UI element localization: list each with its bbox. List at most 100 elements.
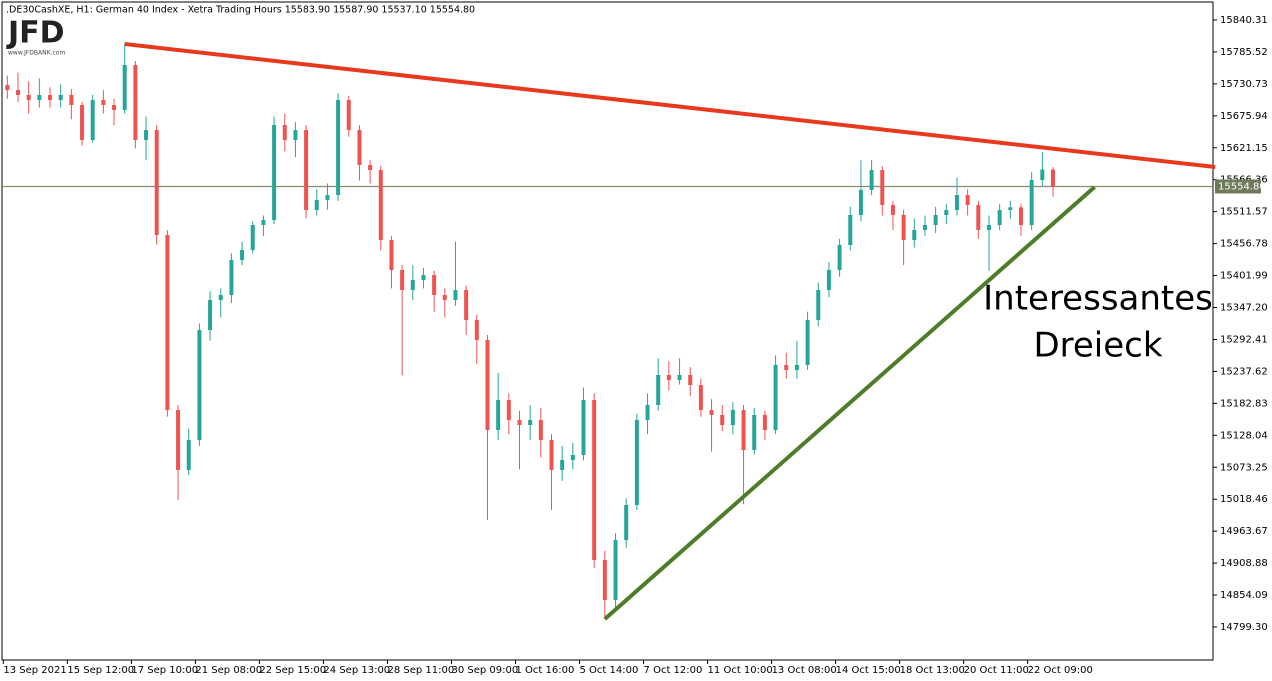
x-tick-label: 28 Sep 11:00	[387, 665, 454, 676]
candle-body	[133, 65, 138, 140]
candle-body	[1029, 180, 1034, 226]
y-tick-label: 14963.67	[1220, 526, 1268, 537]
candle-body	[517, 420, 522, 426]
plot-frame	[1, 1, 1214, 661]
candle-body	[208, 300, 213, 331]
candle-body	[954, 194, 959, 211]
candle-body	[90, 100, 95, 140]
candle-body	[890, 205, 895, 215]
candle-body	[581, 400, 586, 455]
candle-body	[1050, 169, 1055, 187]
candle-body	[165, 234, 170, 411]
candle-body	[1040, 169, 1045, 180]
candle-body	[496, 400, 501, 431]
candle-body	[197, 330, 202, 440]
candle-body	[698, 385, 703, 411]
candle-body	[848, 214, 853, 246]
candle-body	[709, 410, 714, 415]
candle-body	[1018, 207, 1023, 226]
candle-body	[186, 440, 191, 471]
candle-body	[784, 365, 789, 371]
y-tick-label: 14908.88	[1220, 558, 1268, 569]
candle-body	[538, 420, 543, 440]
y-tick-label: 14799.30	[1220, 622, 1268, 633]
candle-body	[101, 100, 106, 106]
logo-text: JFD	[6, 16, 65, 51]
candle-body	[528, 420, 533, 426]
candle-body	[421, 274, 426, 280]
candle-body	[389, 240, 394, 271]
candle-body	[122, 65, 127, 111]
candle-body	[752, 414, 757, 451]
candle-body	[336, 100, 341, 195]
x-tick-label: 17 Sep 10:00	[131, 665, 198, 676]
candle-body	[378, 170, 383, 240]
candle-body	[922, 225, 927, 231]
y-tick-label: 15292.41	[1220, 334, 1268, 345]
candle-body	[592, 400, 597, 560]
candle-body	[933, 214, 938, 226]
candle-body	[730, 410, 735, 426]
candle-body	[474, 320, 479, 340]
candle-body	[944, 210, 949, 215]
candle-body	[368, 165, 373, 171]
candle-body	[656, 374, 661, 406]
candle-body	[688, 374, 693, 386]
candle-body	[880, 170, 885, 206]
candle-body	[282, 125, 287, 140]
y-tick-label: 15128.04	[1220, 430, 1268, 441]
candle-body	[314, 200, 319, 211]
candle-body	[677, 374, 682, 380]
candle-body	[240, 250, 245, 260]
y-tick-label: 15621.15	[1220, 143, 1268, 154]
candle-body	[400, 270, 405, 291]
candle-body	[794, 365, 799, 371]
x-tick-label: 14 Oct 15:00	[836, 665, 901, 676]
y-tick-label: 15237.62	[1220, 366, 1268, 377]
logo-url: www.JFDBANK.com	[8, 50, 65, 57]
y-tick-label: 15511.57	[1220, 207, 1268, 218]
candle-body	[261, 220, 266, 226]
x-tick-label: 11 Oct 10:00	[708, 665, 773, 676]
candle-body	[549, 440, 554, 471]
y-tick-label: 15730.73	[1220, 79, 1268, 90]
x-tick-label: 13 Sep 2021	[3, 665, 66, 676]
y-tick-label: 15840.31	[1220, 15, 1268, 26]
candle-body	[762, 414, 767, 431]
candle-body	[218, 294, 223, 300]
candle-body	[826, 270, 831, 291]
candle-body	[410, 280, 415, 291]
y-tick-label: 14854.09	[1220, 590, 1268, 601]
candle-body	[325, 194, 330, 200]
candle-body	[602, 560, 607, 600]
candle-body	[666, 374, 671, 380]
candle-body	[720, 414, 725, 426]
candle-body	[912, 230, 917, 240]
candle-body	[229, 260, 234, 295]
candle-body	[837, 245, 842, 271]
candle-body	[613, 540, 618, 600]
y-tick-label: 15675.94	[1220, 111, 1268, 122]
y-tick-label: 15073.25	[1220, 462, 1268, 473]
candle-body	[16, 90, 21, 95]
annotation: Interessantes	[983, 279, 1213, 319]
x-tick-label: 5 Oct 14:00	[580, 665, 639, 676]
candle-body	[48, 94, 53, 100]
candle-body	[154, 130, 159, 235]
x-tick-label: 22 Oct 09:00	[1028, 665, 1093, 676]
candle-body	[976, 205, 981, 231]
x-tick-label: 1 Oct 16:00	[515, 665, 574, 676]
x-tick-label: 30 Sep 09:00	[451, 665, 518, 676]
candle-body	[144, 130, 149, 140]
candle-body	[997, 210, 1002, 226]
x-tick-label: 18 Oct 13:00	[900, 665, 965, 676]
candle-body	[293, 130, 298, 140]
candle-body	[5, 85, 10, 91]
x-tick-label: 15 Sep 12:00	[67, 665, 134, 676]
candle-body	[986, 225, 991, 231]
candle-body	[570, 454, 575, 460]
y-tick-label: 15401.99	[1220, 271, 1268, 282]
candle-body	[69, 94, 74, 106]
candle-body	[805, 320, 810, 366]
candle-body	[304, 130, 309, 211]
